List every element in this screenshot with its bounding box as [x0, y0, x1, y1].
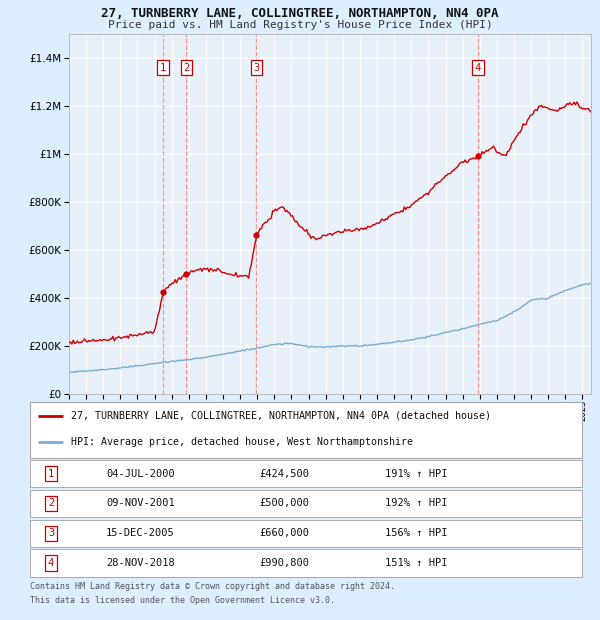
Text: 28-NOV-2018: 28-NOV-2018 — [106, 558, 175, 568]
Text: £660,000: £660,000 — [259, 528, 309, 538]
Text: 3: 3 — [253, 63, 260, 73]
Text: 156% ↑ HPI: 156% ↑ HPI — [385, 528, 448, 538]
Text: £424,500: £424,500 — [259, 469, 309, 479]
Text: 27, TURNBERRY LANE, COLLINGTREE, NORTHAMPTON, NN4 0PA (detached house): 27, TURNBERRY LANE, COLLINGTREE, NORTHAM… — [71, 410, 491, 421]
Text: 27, TURNBERRY LANE, COLLINGTREE, NORTHAMPTON, NN4 0PA: 27, TURNBERRY LANE, COLLINGTREE, NORTHAM… — [101, 7, 499, 20]
Text: Contains HM Land Registry data © Crown copyright and database right 2024.: Contains HM Land Registry data © Crown c… — [30, 582, 395, 591]
Text: 1: 1 — [48, 469, 54, 479]
Text: 1: 1 — [160, 63, 166, 73]
Text: £500,000: £500,000 — [259, 498, 309, 508]
Text: This data is licensed under the Open Government Licence v3.0.: This data is licensed under the Open Gov… — [30, 596, 335, 605]
Text: HPI: Average price, detached house, West Northamptonshire: HPI: Average price, detached house, West… — [71, 437, 413, 447]
Text: 4: 4 — [48, 558, 54, 568]
Text: 3: 3 — [48, 528, 54, 538]
Text: 2: 2 — [48, 498, 54, 508]
Text: Price paid vs. HM Land Registry's House Price Index (HPI): Price paid vs. HM Land Registry's House … — [107, 20, 493, 30]
Text: 09-NOV-2001: 09-NOV-2001 — [106, 498, 175, 508]
Text: 191% ↑ HPI: 191% ↑ HPI — [385, 469, 448, 479]
Text: 04-JUL-2000: 04-JUL-2000 — [106, 469, 175, 479]
Text: 4: 4 — [475, 63, 481, 73]
Text: 192% ↑ HPI: 192% ↑ HPI — [385, 498, 448, 508]
Text: 15-DEC-2005: 15-DEC-2005 — [106, 528, 175, 538]
Text: 151% ↑ HPI: 151% ↑ HPI — [385, 558, 448, 568]
Text: £990,800: £990,800 — [259, 558, 309, 568]
Text: 2: 2 — [183, 63, 190, 73]
